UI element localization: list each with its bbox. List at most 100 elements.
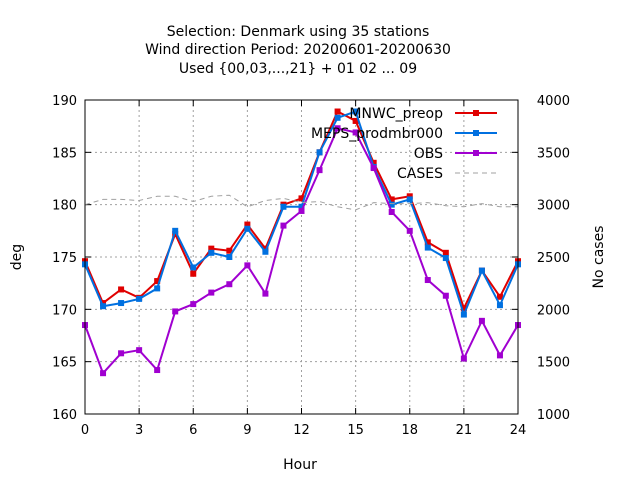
data-point — [460, 355, 467, 362]
data-point — [406, 193, 413, 200]
y2-tick-label: 2000 — [537, 303, 570, 318]
data-point — [370, 159, 377, 166]
data-point — [442, 249, 449, 256]
data-point — [352, 117, 359, 124]
title-line-3: Used {00,03,...,21} + 01 02 ... 09 — [179, 61, 417, 77]
data-point — [136, 295, 143, 302]
y-tick-label: 175 — [52, 251, 77, 266]
legend-label: OBS — [414, 146, 443, 162]
data-point — [190, 270, 197, 277]
data-point — [316, 149, 323, 156]
data-point — [262, 290, 269, 297]
y2-tick-label: 4000 — [537, 94, 570, 109]
data-point — [262, 248, 269, 255]
data-point — [262, 245, 269, 252]
data-point — [298, 203, 305, 210]
y-tick-label: 170 — [52, 303, 77, 318]
data-point — [244, 221, 251, 228]
x-tick-label: 18 — [401, 423, 418, 438]
y2-tick-label: 2500 — [537, 251, 570, 266]
legend-swatch-marker — [473, 150, 479, 156]
y-tick-label: 190 — [52, 94, 77, 109]
data-point — [352, 108, 359, 115]
legend: MNWC_preop MEPS_prodmbr000 OBS CASES — [311, 106, 497, 182]
x-tick-label: 21 — [456, 423, 473, 438]
y-tick-label: 185 — [52, 146, 77, 161]
data-point — [154, 278, 161, 285]
data-point — [244, 262, 251, 269]
x-axis-label: Hour — [283, 457, 317, 473]
legend-item: MEPS_prodmbr000 — [311, 126, 497, 142]
data-point — [442, 255, 449, 262]
data-point — [244, 225, 251, 232]
data-point — [442, 292, 449, 299]
legend-item: OBS — [414, 146, 497, 162]
y2-axis-label: No cases — [591, 226, 607, 289]
data-point — [100, 303, 107, 310]
title-line-2: Wind direction Period: 20200601-20200630 — [145, 42, 451, 58]
data-point — [100, 370, 107, 377]
data-point — [208, 289, 215, 296]
data-point — [226, 281, 233, 288]
data-point — [478, 317, 485, 324]
y-axis-label: deg — [9, 244, 25, 270]
x-tick-label: 6 — [189, 423, 197, 438]
data-point — [424, 277, 431, 284]
data-point — [388, 201, 395, 208]
y2-tick-label: 1000 — [537, 408, 570, 423]
x-tick-label: 15 — [347, 423, 364, 438]
title-block: Selection: Denmark using 35 stations Win… — [145, 24, 451, 77]
data-point — [208, 249, 215, 256]
data-point — [352, 129, 359, 136]
data-point — [460, 305, 467, 312]
legend-item: CASES — [397, 166, 497, 182]
y2-tick-label: 1500 — [537, 356, 570, 371]
data-point — [388, 208, 395, 215]
data-point — [496, 352, 503, 359]
grid — [85, 100, 518, 414]
x-tick-label: 12 — [293, 423, 310, 438]
data-point — [298, 207, 305, 214]
x-tick-label: 9 — [243, 423, 251, 438]
legend-label: MNWC_preop — [349, 106, 443, 122]
x-tick-label: 24 — [510, 423, 527, 438]
data-point — [100, 300, 107, 307]
axis-ticks: 0 3 6 9 12 15 18 21 24 160 165 170 175 180 185 190 1000 1… — [52, 94, 570, 438]
data-point — [118, 286, 125, 293]
title-line-1: Selection: Denmark using 35 stations — [167, 24, 430, 40]
data-point — [478, 267, 485, 274]
data-point — [388, 196, 395, 203]
data-point — [280, 222, 287, 229]
data-point — [208, 245, 215, 252]
data-point — [496, 302, 503, 309]
data-point — [496, 293, 503, 300]
series-cases — [84, 194, 518, 211]
data-point — [118, 300, 125, 307]
data-point — [136, 347, 143, 354]
data-point — [298, 195, 305, 202]
data-point — [316, 167, 323, 174]
y2-tick-label: 3000 — [537, 199, 570, 214]
y-tick-label: 165 — [52, 356, 77, 371]
legend-item: MNWC_preop — [349, 106, 497, 122]
data-point — [226, 254, 233, 260]
x-tick-label: 0 — [81, 423, 89, 438]
data-point — [154, 367, 161, 374]
x-tick-label: 3 — [135, 423, 143, 438]
legend-label: MEPS_prodmbr000 — [311, 126, 443, 142]
data-point — [190, 301, 197, 308]
data-point — [424, 239, 431, 246]
data-point — [118, 350, 125, 357]
data-point — [370, 165, 377, 172]
data-point — [334, 114, 341, 121]
series-line — [84, 194, 518, 211]
y-tick-label: 180 — [52, 199, 77, 214]
data-point — [406, 196, 413, 203]
legend-swatch-marker — [473, 130, 479, 136]
data-point — [460, 311, 467, 318]
plot-frame — [84, 99, 519, 415]
data-point — [334, 125, 341, 132]
data-point — [334, 108, 341, 115]
data-point — [172, 308, 179, 315]
